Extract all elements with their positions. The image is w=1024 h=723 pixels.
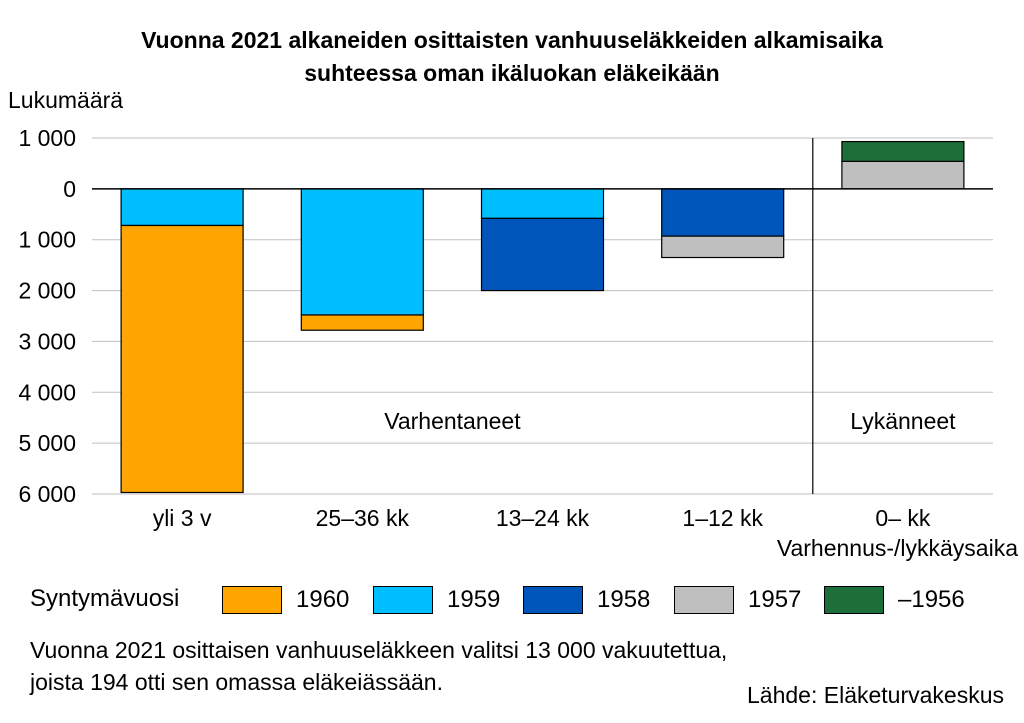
bar-segment — [480, 188, 605, 219]
chart-title-line-2: suhteessa oman ikäluokan eläkeikään — [304, 60, 720, 86]
bar-segment — [480, 217, 605, 292]
y-tick-label: 1 000 — [18, 227, 76, 253]
source-text: Lähde: Eläketurvakeskus — [747, 682, 1004, 708]
annotation-label: Lykänneet — [850, 408, 956, 434]
bar-chart: 1 000 0 1 000 2 000 3 000 4 000 5 000 6 000 Luku… — [8, 87, 1018, 561]
legend-item: 1958 — [523, 583, 650, 617]
bar-segment — [841, 140, 965, 162]
x-axis-label: Varhennus-/lykkäysaika — [777, 535, 1018, 561]
legend-title: Syntymävuosi — [30, 585, 180, 612]
x-tick-label: 13–24 kk — [496, 505, 590, 531]
x-tick-label: 0– kk — [875, 505, 930, 531]
bar-segment — [300, 314, 424, 331]
chart-title: Vuonna 2021 alkaneiden osittaisten vanhu… — [0, 24, 1024, 90]
x-tick-label: 1–12 kk — [682, 505, 763, 531]
legend-item: 1957 — [674, 583, 801, 617]
y-tick-label: 3 000 — [18, 328, 76, 354]
legend-label: 1959 — [447, 586, 501, 613]
chart-title-line-1: Vuonna 2021 alkaneiden osittaisten vanhu… — [141, 27, 883, 53]
legend-label: 1958 — [597, 586, 651, 613]
annotation-label: Varhentaneet — [384, 408, 521, 434]
legend-label: 1960 — [296, 586, 350, 613]
legend-swatch — [674, 586, 734, 614]
y-axis-label: Lukumäärä — [8, 87, 123, 113]
legend-swatch — [523, 586, 583, 614]
legend-swatch — [824, 586, 884, 614]
bar-segment — [300, 188, 424, 316]
y-tick-label: 1 000 — [18, 125, 76, 151]
legend-swatch — [222, 586, 282, 614]
y-tick-label: 5 000 — [18, 430, 76, 456]
y-tick-label: 6 000 — [18, 481, 76, 507]
bar-segment — [120, 224, 244, 494]
y-tick-label: 0 — [63, 176, 76, 202]
legend-label: –1956 — [898, 586, 965, 613]
x-tick-label: 25–36 kk — [316, 505, 410, 531]
bars — [120, 140, 965, 494]
legend-item: 1959 — [373, 583, 500, 617]
labels: 1 000 0 1 000 2 000 3 000 4 000 5 000 6 000 Luku… — [8, 87, 1018, 561]
legend-label: 1957 — [748, 586, 802, 613]
footnote: Vuonna 2021 osittaisen vanhuuseläkkeen v… — [30, 634, 727, 698]
legend-item: 1960 — [222, 583, 349, 617]
legend-item: –1956 — [824, 583, 965, 617]
bar-segment — [841, 160, 965, 190]
footnote-line-2: joista 194 otti sen omassa eläkeiässään. — [30, 669, 443, 695]
y-tick-label: 2 000 — [18, 278, 76, 304]
legend-swatch — [373, 586, 433, 614]
bar-segment — [661, 235, 785, 259]
footnote-line-1: Vuonna 2021 osittaisen vanhuuseläkkeen v… — [30, 637, 728, 663]
x-tick-label: yli 3 v — [153, 505, 212, 531]
bar-segment — [120, 188, 244, 227]
y-tick-label: 4 000 — [18, 379, 76, 405]
axes — [92, 138, 993, 494]
bar-segment — [661, 188, 785, 237]
